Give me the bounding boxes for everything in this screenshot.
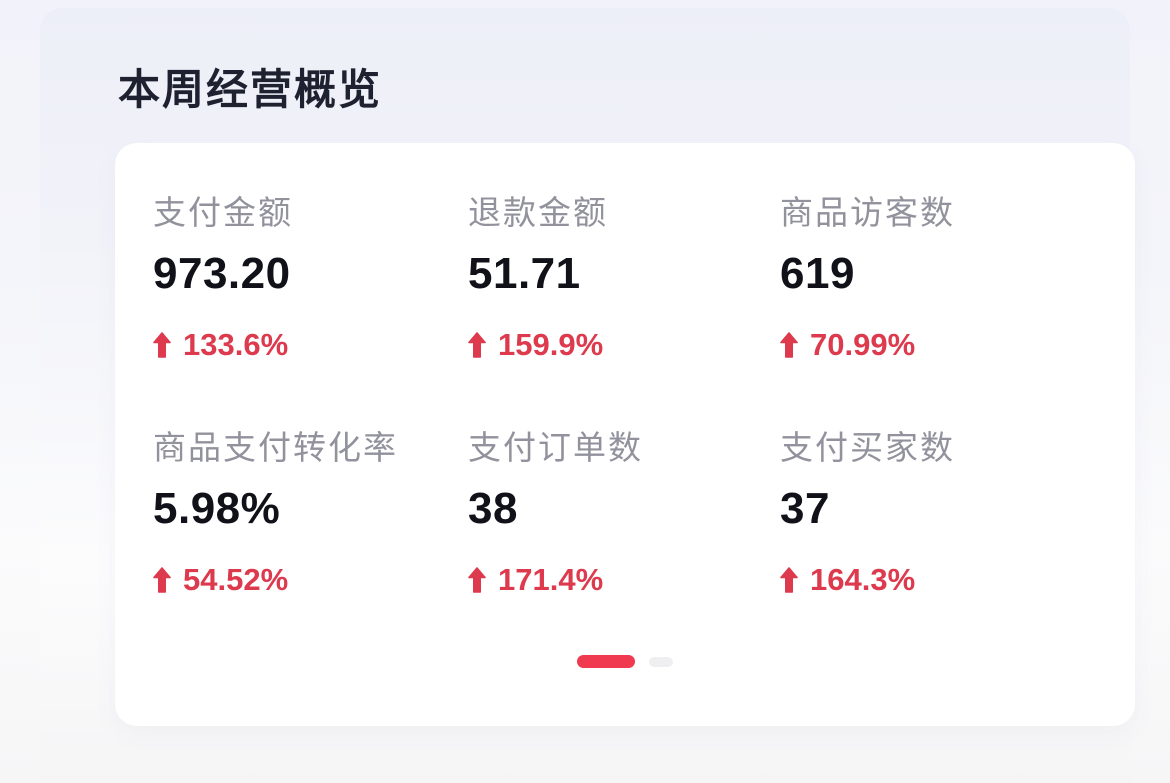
- trend-up-icon: [780, 567, 798, 593]
- weekly-overview-card: 支付金额 973.20 133.6% 退款金额 51.71 159.9%: [115, 143, 1135, 726]
- metric-change: 171.4%: [468, 562, 603, 598]
- metric-label: 退款金额: [468, 194, 608, 231]
- metric-change: 54.52%: [153, 562, 288, 598]
- metric-label: 商品访客数: [780, 194, 955, 231]
- metric-item-conversion-rate[interactable]: 商品支付转化率 5.98% 54.52%: [153, 428, 468, 598]
- metric-label: 支付金额: [153, 194, 293, 231]
- trend-up-icon: [780, 332, 798, 358]
- metric-change-text: 159.9%: [498, 327, 604, 362]
- trend-up-icon: [468, 332, 486, 358]
- metric-item-paid-orders[interactable]: 支付订单数 38 171.4%: [468, 428, 780, 598]
- metrics-carousel-page: 支付金额 973.20 133.6% 退款金额 51.71 159.9%: [115, 143, 1135, 598]
- metric-change-text: 54.52%: [183, 562, 289, 597]
- metric-change: 70.99%: [780, 327, 915, 363]
- carousel-dot-2[interactable]: [649, 656, 673, 667]
- metric-item-product-visitors[interactable]: 商品访客数 619 70.99%: [780, 193, 1135, 363]
- carousel-dot-1-active[interactable]: [577, 655, 635, 668]
- metric-value: 38: [468, 484, 518, 533]
- metric-label: 支付买家数: [780, 429, 955, 466]
- metric-change: 133.6%: [153, 327, 288, 363]
- carousel-pagination: [115, 655, 1135, 668]
- trend-up-icon: [153, 332, 171, 358]
- trend-up-icon: [468, 567, 486, 593]
- metric-change: 159.9%: [468, 327, 603, 363]
- page-background: 本周经营概览 支付金额 973.20 133.6% 退款金额 51.71: [40, 8, 1135, 783]
- metric-item-paid-buyers[interactable]: 支付买家数 37 164.3%: [780, 428, 1135, 598]
- metric-change-text: 164.3%: [810, 562, 916, 597]
- metric-change: 164.3%: [780, 562, 915, 598]
- metric-value: 51.71: [468, 249, 581, 298]
- metric-change-text: 171.4%: [498, 562, 604, 597]
- metric-value: 5.98%: [153, 484, 281, 533]
- trend-up-icon: [153, 567, 171, 593]
- metric-value: 619: [780, 249, 855, 298]
- metric-change-text: 70.99%: [810, 327, 916, 362]
- metric-item-refund-amount[interactable]: 退款金额 51.71 159.9%: [468, 193, 780, 363]
- metric-change-text: 133.6%: [183, 327, 289, 362]
- metric-label: 商品支付转化率: [153, 429, 398, 466]
- page-title: 本周经营概览: [118, 66, 383, 113]
- metric-value: 973.20: [153, 249, 291, 298]
- metric-value: 37: [780, 484, 830, 533]
- metric-item-payment-amount[interactable]: 支付金额 973.20 133.6%: [153, 193, 468, 363]
- metric-label: 支付订单数: [468, 429, 643, 466]
